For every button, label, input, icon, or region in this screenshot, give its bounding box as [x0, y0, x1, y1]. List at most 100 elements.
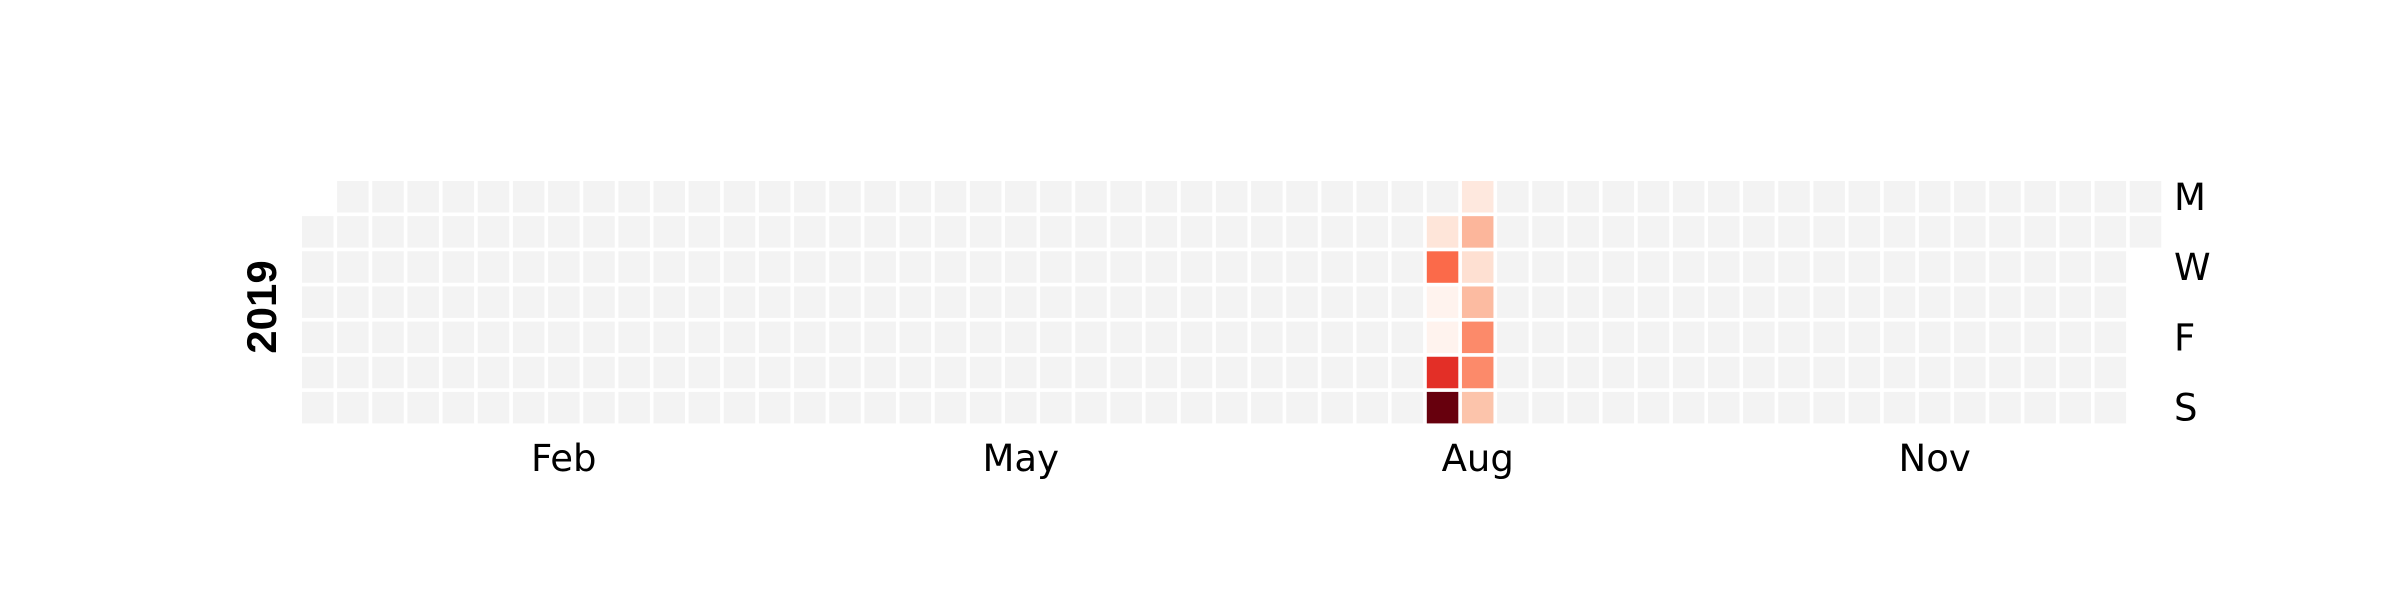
heatmap-cell — [1391, 356, 1424, 389]
heatmap-cell — [1075, 286, 1107, 318]
heatmap-cell — [1321, 251, 1353, 283]
heatmap-cell — [1567, 391, 1599, 424]
heatmap-cell — [477, 391, 510, 424]
heatmap-cell — [1110, 216, 1142, 248]
heatmap-cell — [1708, 216, 1740, 248]
heatmap-cell — [1567, 216, 1599, 248]
heatmap-cell — [618, 286, 650, 318]
heatmap-cell — [618, 216, 650, 248]
heatmap-cell — [829, 216, 861, 248]
heatmap-cell — [688, 391, 721, 424]
heatmap-cell — [1075, 181, 1107, 213]
heatmap-cell — [407, 391, 439, 424]
heatmap-cell — [794, 251, 826, 283]
heatmap-cell — [1391, 321, 1424, 354]
heatmap-cell — [829, 356, 861, 389]
heatmap-cell — [1672, 216, 1705, 248]
heatmap-cell — [1391, 391, 1424, 424]
heatmap-cell — [1532, 321, 1564, 354]
heatmap-cell — [548, 391, 580, 424]
heatmap-cell — [302, 321, 334, 354]
heatmap-cell — [1883, 356, 1916, 389]
heatmap-cell — [2024, 356, 2056, 389]
heatmap-cell — [969, 286, 1002, 318]
heatmap-cell — [653, 391, 685, 424]
heatmap-cell — [723, 251, 756, 283]
heatmap-cell — [934, 286, 967, 318]
heatmap-cell — [653, 321, 685, 354]
heatmap-cell — [829, 181, 861, 213]
weekday-label: M — [2174, 176, 2206, 219]
heatmap-cell — [723, 216, 756, 248]
heatmap-cell — [407, 321, 439, 354]
heatmap-cell — [1743, 251, 1775, 283]
heatmap-cell — [1778, 391, 1810, 424]
heatmap-cell — [407, 251, 439, 283]
heatmap-cell — [864, 391, 896, 424]
heatmap-cell — [1918, 356, 1951, 389]
heatmap-cell — [1989, 321, 2021, 354]
heatmap-cell — [1180, 216, 1213, 248]
heatmap-cell — [302, 286, 334, 318]
heatmap-cell — [583, 391, 615, 424]
heatmap-cell — [1251, 181, 1283, 213]
heatmap-cell — [1215, 181, 1248, 213]
heatmap-cell — [969, 356, 1002, 389]
heatmap-cell — [723, 181, 756, 213]
heatmap-cell — [1215, 356, 1248, 389]
heatmap-cell — [1497, 216, 1529, 248]
heatmap-cell — [477, 181, 510, 213]
heatmap-cell — [1672, 251, 1705, 283]
heatmap-cell — [1708, 181, 1740, 213]
heatmap-cell — [1005, 321, 1037, 354]
heatmap-cell — [1005, 356, 1037, 389]
heatmap-cell — [1040, 321, 1072, 354]
heatmap-cell — [1848, 251, 1881, 283]
heatmap-cell — [1426, 321, 1459, 354]
heatmap-cell — [2024, 321, 2056, 354]
heatmap-cell — [1461, 286, 1494, 318]
heatmap-cell — [1918, 216, 1951, 248]
heatmap-cell — [864, 321, 896, 354]
heatmap-cell — [302, 216, 334, 248]
heatmap-cell — [653, 216, 685, 248]
heatmap-cell — [934, 251, 967, 283]
heatmap-cell — [1848, 216, 1881, 248]
heatmap-cell — [1848, 391, 1881, 424]
heatmap-cell — [2094, 391, 2127, 424]
heatmap-cell — [1672, 181, 1705, 213]
heatmap-cell — [1672, 391, 1705, 424]
heatmap-cell — [583, 251, 615, 283]
heatmap-cell — [512, 391, 545, 424]
heatmap-cell — [1848, 181, 1881, 213]
heatmap-cell — [1743, 216, 1775, 248]
heatmap-cell — [583, 356, 615, 389]
heatmap-cell — [1251, 321, 1283, 354]
heatmap-cell — [864, 181, 896, 213]
heatmap-cell — [1215, 391, 1248, 424]
heatmap-cell — [583, 216, 615, 248]
heatmap-cell — [372, 286, 404, 318]
heatmap-cell — [688, 216, 721, 248]
weekday-label: S — [2174, 387, 2198, 430]
month-label: Aug — [1442, 437, 1514, 480]
heatmap-cell — [372, 251, 404, 283]
heatmap-cell — [2129, 181, 2162, 213]
heatmap-cell — [1989, 391, 2021, 424]
heatmap-cell — [2059, 251, 2091, 283]
heatmap-cell — [2094, 181, 2127, 213]
heatmap-cell — [1286, 216, 1318, 248]
heatmap-cell — [1954, 286, 1986, 318]
heatmap-cell — [934, 181, 967, 213]
heatmap-cell — [548, 216, 580, 248]
heatmap-cell — [477, 356, 510, 389]
heatmap-cell — [1637, 321, 1670, 354]
heatmap-cell — [1461, 251, 1494, 283]
heatmap-cell — [477, 251, 510, 283]
heatmap-cell — [442, 286, 475, 318]
heatmap-cell — [969, 216, 1002, 248]
heatmap-cell — [969, 181, 1002, 213]
heatmap-cell — [1391, 286, 1424, 318]
heatmap-cell — [2094, 286, 2127, 318]
heatmap-cell — [1145, 286, 1178, 318]
